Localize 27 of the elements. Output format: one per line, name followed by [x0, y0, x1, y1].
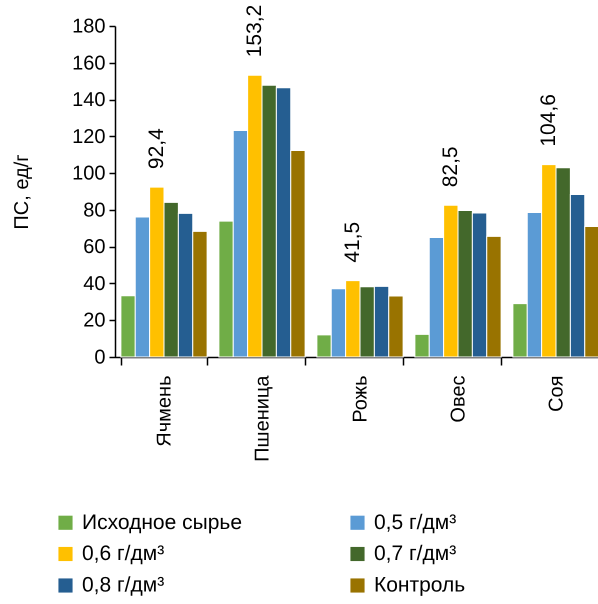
y-axis-title: ПС, ед/г	[11, 154, 34, 230]
x-tick-label: Ячмень	[154, 376, 176, 447]
x-tick-label: Овес	[448, 376, 470, 423]
y-tick-label: 20	[83, 310, 106, 332]
y-tick-label: 160	[72, 52, 106, 74]
x-tick-label: Рожь	[350, 376, 372, 423]
data-label: 92,4	[144, 128, 168, 170]
y-tick-label: 120	[72, 126, 106, 148]
data-label: 82,5	[438, 146, 462, 188]
legend-label: 0,8 г/дм³	[82, 574, 164, 596]
data-label: 41,5	[340, 222, 364, 263]
legend-label: 0,5 г/дм³	[374, 510, 456, 534]
data-label: 153,2	[242, 4, 266, 58]
y-tick-label: 80	[83, 199, 106, 222]
y-tick-label: 40	[83, 272, 106, 295]
y-tick-label: 140	[72, 89, 106, 112]
y-tick-label: 60	[83, 236, 106, 258]
y-tick-label: 0	[94, 346, 106, 368]
legend-label: 0,7 г/дм³	[374, 542, 456, 565]
y-tick-label: 180	[72, 16, 106, 38]
x-tick-label: Пшеница	[252, 374, 274, 462]
legend-label: 0,6 г/дм³	[82, 542, 164, 565]
y-tick-label: 100	[72, 162, 106, 185]
legend-label: Исходное сырье	[82, 510, 242, 534]
x-tick-label: Соя	[546, 376, 568, 412]
legend-label: Контроль	[374, 574, 466, 596]
data-label: 104,6	[536, 94, 560, 147]
